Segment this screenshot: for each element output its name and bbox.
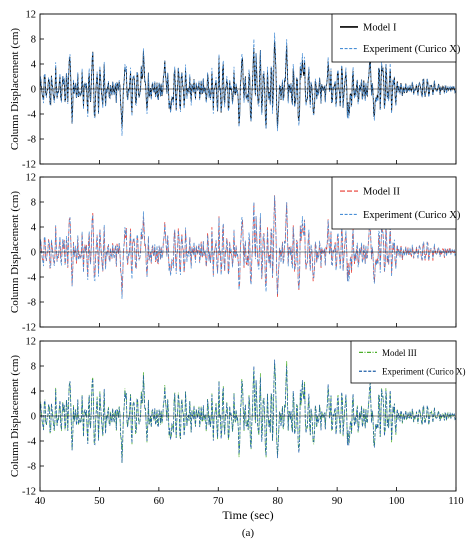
legend-label: Model II [363, 187, 401, 198]
legend-box [350, 340, 457, 384]
x-tick-label: 70 [213, 496, 224, 507]
y-tick-label: 8 [31, 362, 36, 373]
y-axis-label: Column Displacement (cm) [9, 28, 21, 151]
legend-label: Experiment (Curico X) [363, 210, 461, 221]
y-tick-label: 12 [26, 337, 37, 348]
x-tick-label: 50 [94, 496, 105, 507]
x-tick-label: 80 [272, 496, 283, 507]
y-tick-label: 0 [31, 412, 36, 423]
x-tick-label: 40 [35, 496, 46, 507]
y-tick-label: -12 [22, 487, 36, 498]
y-tick-label: 8 [31, 35, 36, 46]
y-tick-label: 4 [31, 223, 37, 234]
legend: Model I Experiment (Curico X) [331, 13, 461, 63]
y-tick-label: -4 [27, 110, 36, 121]
legend-label: Experiment (Curico X) [363, 44, 461, 55]
y-tick-label: 12 [26, 173, 37, 184]
y-tick-label: 0 [31, 248, 36, 259]
y-tick-label: -12 [22, 323, 36, 334]
y-axis-label: Column Displacement (cm) [9, 355, 21, 478]
legend-label: Model I [363, 22, 397, 33]
legend-box [331, 176, 457, 230]
series-line-experiment [40, 195, 456, 299]
x-axis-label: Time (sec) [222, 508, 273, 522]
series-line-experiment [40, 32, 456, 136]
legend-label: Experiment (Curico X) [382, 367, 465, 377]
y-tick-label: 8 [31, 198, 36, 209]
legend: Model III Experiment (Curico X) [350, 340, 465, 384]
series-line-experiment [40, 359, 456, 463]
figure-caption: (a) [242, 527, 255, 539]
y-tick-label: -12 [22, 160, 36, 171]
x-tick-label: 90 [332, 496, 343, 507]
y-tick-label: -8 [27, 298, 36, 309]
y-tick-label: -4 [27, 437, 36, 448]
y-tick-label: -8 [27, 135, 36, 146]
legend-box [331, 13, 457, 63]
legend: Model II Experiment (Curico X) [331, 176, 461, 230]
y-tick-label: -4 [27, 273, 36, 284]
y-tick-label: 0 [31, 85, 36, 96]
y-axis-label: Column Displacement (cm) [9, 191, 21, 314]
y-tick-label: 4 [31, 60, 37, 71]
x-tick-label: 60 [154, 496, 165, 507]
x-tick-label: 110 [448, 496, 463, 507]
x-tick-label: 100 [389, 496, 405, 507]
y-tick-label: 4 [31, 387, 37, 398]
y-tick-label: 12 [26, 10, 37, 21]
y-tick-label: -8 [27, 462, 36, 473]
legend-label: Model III [382, 348, 417, 358]
